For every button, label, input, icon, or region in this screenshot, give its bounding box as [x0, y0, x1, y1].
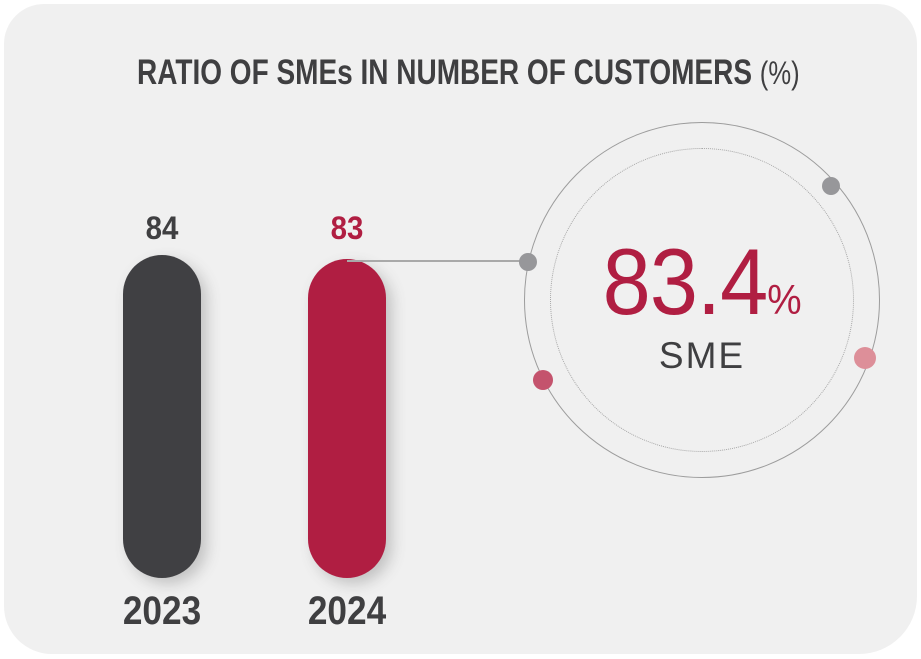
bar-value-2023: 84 — [145, 210, 179, 246]
chart-card: RATIO OF SMEs IN NUMBER OF CUSTOMERS (%)… — [4, 4, 917, 654]
chart-title: RATIO OF SMEs IN NUMBER OF CUSTOMERS (%) — [137, 53, 800, 93]
sme-percentage: 83.4% — [602, 234, 802, 328]
connector-line — [347, 260, 529, 262]
bar-value-2024: 83 — [330, 210, 364, 246]
bar-2023 — [123, 255, 201, 578]
axis-label-2024: 2024 — [307, 589, 387, 633]
chart-title-main: RATIO OF SMEs IN NUMBER OF CUSTOMERS — [137, 53, 752, 92]
percent-sign: % — [767, 275, 802, 323]
ring-dot-left-gray — [519, 253, 537, 271]
sme-circle-inner-dotted-ring — [550, 148, 854, 452]
ring-dot-topright-gray — [822, 177, 840, 195]
chart-title-unit: (%) — [759, 55, 800, 91]
bar-2024 — [308, 259, 386, 578]
ring-dot-right-pink — [854, 347, 876, 369]
sme-percentage-value: 83.4 — [602, 228, 768, 334]
sme-circle-outer-ring — [524, 122, 880, 478]
sme-label: SME — [658, 335, 746, 377]
ring-dot-bottomleft-rose — [533, 370, 553, 390]
axis-label-2023: 2023 — [122, 589, 202, 633]
sme-badge: 83.4% SME — [524, 122, 880, 478]
